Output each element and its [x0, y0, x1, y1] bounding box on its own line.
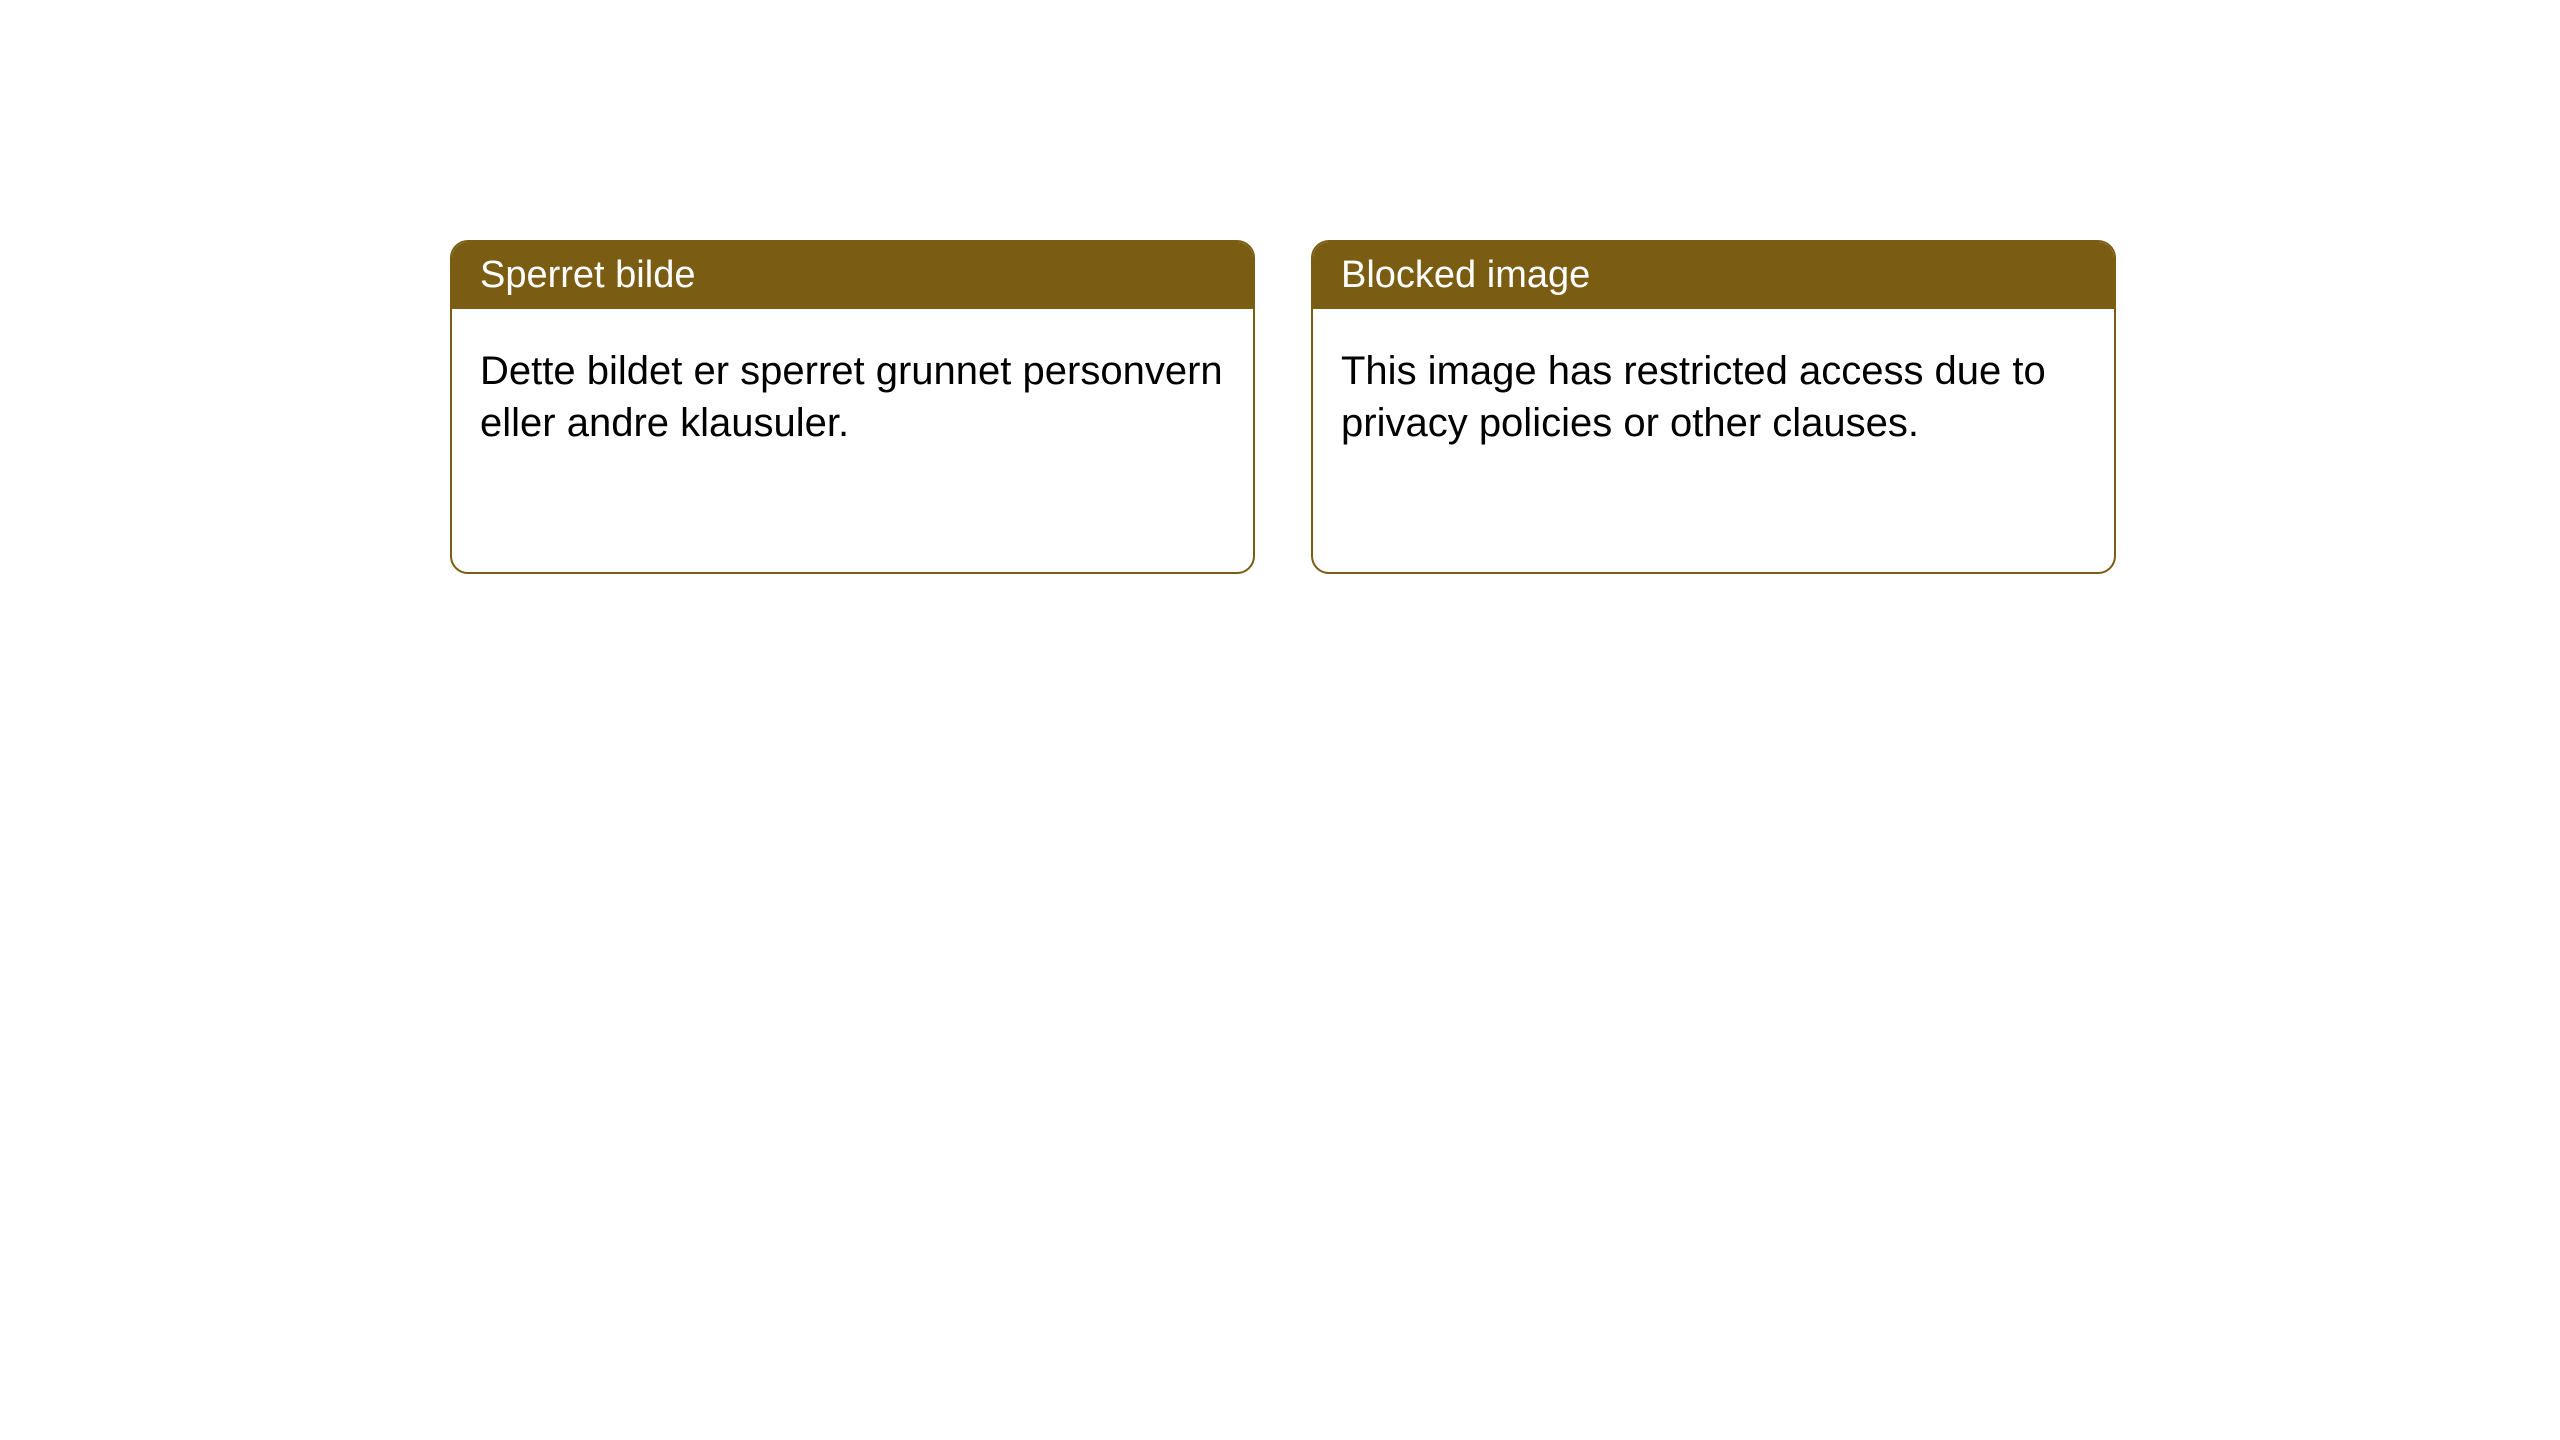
notice-body: Dette bildet er sperret grunnet personve…: [452, 309, 1253, 485]
notice-body: This image has restricted access due to …: [1313, 309, 2114, 485]
notice-card-norwegian: Sperret bilde Dette bildet er sperret gr…: [450, 240, 1255, 574]
notice-title: Sperret bilde: [452, 242, 1253, 309]
notice-container: Sperret bilde Dette bildet er sperret gr…: [0, 0, 2560, 574]
notice-title: Blocked image: [1313, 242, 2114, 309]
notice-card-english: Blocked image This image has restricted …: [1311, 240, 2116, 574]
